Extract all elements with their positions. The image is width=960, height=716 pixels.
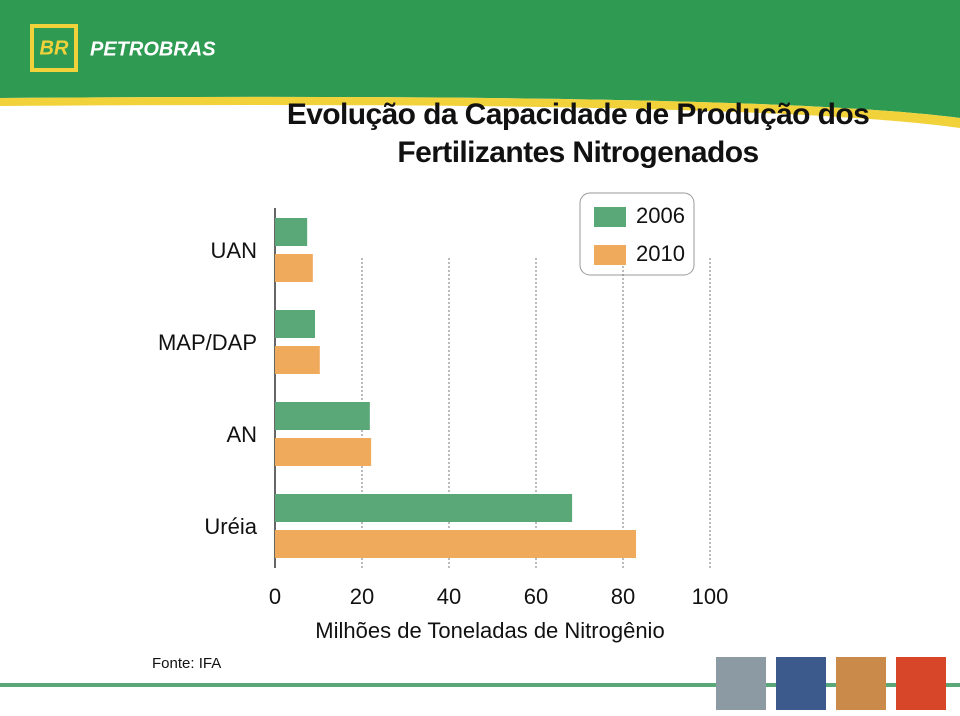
- y-tick-label: UAN: [211, 238, 257, 263]
- bar: [275, 402, 370, 430]
- source: Fonte: IFA: [152, 655, 221, 672]
- header-stripe: [0, 96, 960, 128]
- x-tick-label: 100: [692, 584, 729, 609]
- x-tick-label: 60: [524, 584, 548, 609]
- bar: [275, 438, 372, 466]
- header-band: [0, 0, 960, 118]
- bar: [275, 346, 320, 374]
- x-tick-label: 40: [437, 584, 461, 609]
- bar: [275, 254, 313, 282]
- legend-swatch: [594, 207, 626, 227]
- y-tick-label: MAP/DAP: [158, 330, 257, 355]
- brand: PETROBRAS: [90, 38, 216, 60]
- x-tick-label: 0: [269, 584, 281, 609]
- logo-inner: [34, 28, 74, 68]
- legend-label: 2006: [636, 203, 685, 228]
- legend-swatch: [594, 245, 626, 265]
- bar: [275, 218, 308, 246]
- bar: [275, 310, 316, 338]
- y-tick-label: Uréia: [204, 514, 257, 539]
- photo: [776, 657, 826, 710]
- photo: [716, 657, 766, 710]
- chart-title: Evolução da Capacidade de Produção dos F…: [286, 98, 870, 169]
- footer-line: [0, 683, 960, 687]
- bar: [275, 530, 637, 558]
- legend-label: 2010: [636, 241, 685, 266]
- photo: [836, 657, 886, 710]
- bar: [275, 494, 573, 522]
- x-tick-label: 80: [611, 584, 635, 609]
- logo-text: BR: [40, 37, 69, 59]
- x-axis-title: Milhões de Toneladas de Nitrogênio: [315, 618, 664, 643]
- x-tick-label: 20: [350, 584, 374, 609]
- photo: [896, 657, 946, 710]
- y-tick-label: AN: [226, 422, 257, 447]
